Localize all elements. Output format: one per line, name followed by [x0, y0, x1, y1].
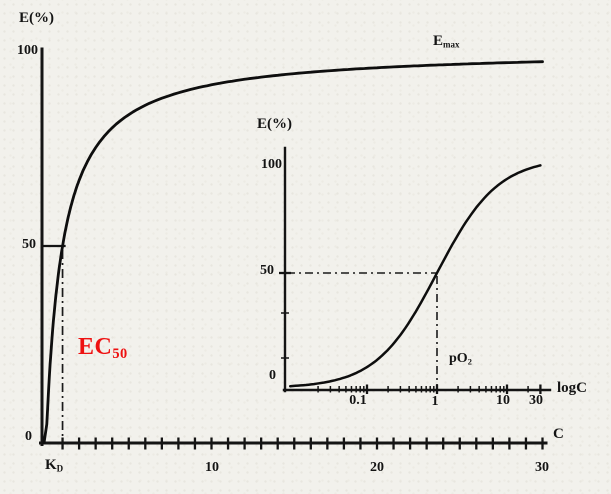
inset-ytick-50: 50: [260, 263, 274, 278]
inset-log-sigmoid-curve: [288, 164, 542, 388]
inset-xtick-0p1: 0.1: [349, 393, 367, 408]
po2-base: pO: [449, 351, 468, 366]
main-ytick-50: 50: [22, 237, 36, 252]
main-ytick-100: 100: [17, 43, 38, 58]
main-y-axis-title: E(%): [19, 10, 54, 26]
po2-annotation: pO2: [449, 352, 472, 367]
kd-base: K: [45, 457, 57, 473]
emax-subscript: max: [443, 39, 460, 50]
inset-xtick-30: 30: [529, 393, 543, 408]
inset-xtick-10: 10: [496, 393, 510, 408]
main-x-axis-ticks: [61, 437, 544, 450]
ec50-subscript: 50: [112, 346, 128, 363]
main-x-axis-title: C: [553, 426, 564, 442]
main-xtick-20: 20: [370, 460, 384, 475]
emax-base: E: [433, 33, 444, 49]
kd-subscript: D: [56, 463, 64, 474]
emax-annotation: Emax: [433, 34, 460, 50]
inset-x-axis-log-ticks: [317, 384, 542, 394]
inset-ytick-0: 0: [269, 368, 276, 383]
inset-x-axis-title: logC: [557, 380, 587, 396]
main-xtick-30: 30: [535, 460, 549, 475]
ec50-base: EC: [78, 334, 113, 360]
inset-ytick-100: 100: [261, 157, 282, 172]
main-dose-response-curve: [42, 60, 544, 445]
main-xtick-10: 10: [205, 460, 219, 475]
main-ytick-0: 0: [25, 429, 32, 444]
po2-subscript: 2: [467, 357, 472, 367]
kd-annotation: KD: [45, 458, 63, 474]
inset-chart: [279, 146, 552, 394]
inset-xtick-1: 1: [431, 394, 439, 409]
ec50-annotation: EC50: [78, 335, 128, 361]
main-chart: [39, 47, 548, 450]
inset-y-axis-title: E(%): [257, 116, 292, 132]
